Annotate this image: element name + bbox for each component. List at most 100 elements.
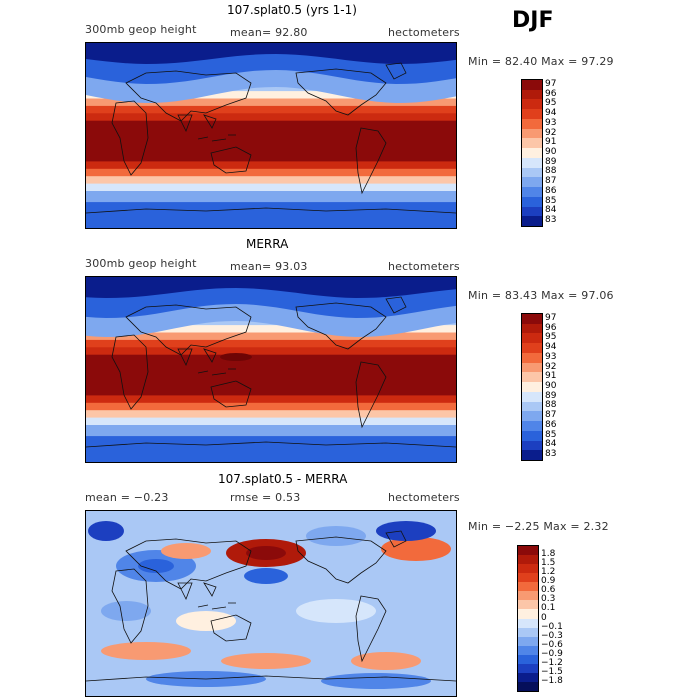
panel1-colorbar (521, 79, 543, 227)
colorbar-swatch (522, 411, 542, 422)
colorbar-tick-label: 87 (545, 176, 557, 187)
colorbar-swatch (518, 663, 538, 673)
colorbar-swatch (522, 352, 542, 363)
panel1-mean-label: mean= 92.80 (230, 26, 308, 39)
panel3-mean-label: mean = −0.23 (85, 491, 169, 504)
colorbar-tick-label: 96 (545, 88, 557, 99)
panel3-minmax-label: Min = −2.25 Max = 2.32 (468, 520, 609, 533)
panel1-map (85, 42, 457, 229)
colorbar-swatch (522, 343, 542, 353)
colorbar-swatch (518, 564, 538, 574)
colorbar-tick-label: 88 (545, 400, 557, 411)
colorbar-swatch (518, 681, 538, 691)
colorbar-swatch (522, 372, 542, 383)
colorbar-swatch (518, 654, 538, 664)
colorbar-tick-label: 1.5 (541, 558, 556, 569)
colorbar-swatch (522, 89, 542, 100)
colorbar-swatch (522, 323, 542, 334)
colorbar-tick-label: −1.8 (541, 675, 563, 686)
colorbar-swatch (522, 118, 542, 129)
colorbar-tick-label: 0.6 (541, 585, 556, 596)
field-plot (86, 277, 456, 462)
colorbar-swatch (522, 440, 542, 451)
colorbar-tick-label: 92 (545, 127, 557, 138)
colorbar-tick-label: 84 (545, 205, 557, 216)
panel2-colorbar (521, 313, 543, 461)
colorbar-swatch (518, 573, 538, 583)
coastlines (86, 530, 456, 682)
panel3-units-label: hectometers (388, 491, 460, 504)
panel2-mean-label: mean= 93.03 (230, 260, 308, 273)
colorbar-tick-label: 87 (545, 410, 557, 421)
colorbar-tick-label: 84 (545, 439, 557, 450)
colorbar-tick-label: 86 (545, 185, 557, 196)
colorbar-tick-label: 91 (545, 371, 557, 382)
colorbar-swatch (518, 672, 538, 682)
panel1-variable-label: 300mb geop height (85, 23, 197, 36)
colorbar-tick-label: 85 (545, 429, 557, 440)
colorbar-swatch (518, 582, 538, 592)
colorbar-swatch (518, 546, 538, 556)
colorbar-tick-label: 0 (541, 612, 547, 623)
colorbar-tick-label: 0.9 (541, 576, 556, 587)
colorbar-swatch (522, 314, 542, 324)
panel2-title: MERRA (246, 237, 289, 251)
colorbar-tick-label: 90 (545, 147, 557, 157)
colorbar-swatch (522, 138, 542, 149)
colorbar-tick-label: −0.6 (541, 639, 563, 650)
colorbar-swatch (522, 450, 542, 461)
panel3-map (85, 510, 457, 697)
colorbar-tick-label: 94 (545, 342, 557, 353)
colorbar-swatch (518, 555, 538, 565)
colorbar-tick-label: 90 (545, 381, 557, 391)
panel2-units-label: hectometers (388, 260, 460, 273)
colorbar-tick-label: −0.3 (541, 630, 563, 641)
difference-plot (86, 511, 456, 696)
colorbar-swatch (522, 99, 542, 110)
colorbar-swatch (518, 591, 538, 601)
colorbar-tick-label: 1.8 (541, 549, 556, 560)
coastlines (86, 62, 456, 214)
colorbar-swatch (518, 609, 538, 619)
colorbar-tick-label: −1.5 (541, 666, 563, 677)
colorbar-swatch (518, 645, 538, 655)
colorbar-tick-label: 83 (545, 215, 557, 226)
colorbar-tick-label: 0.3 (541, 594, 556, 605)
colorbar-tick-label: 93 (545, 117, 557, 128)
colorbar-tick-label: −0.1 (541, 621, 563, 632)
colorbar-tick-label: 88 (545, 166, 557, 177)
colorbar-swatch (522, 80, 542, 90)
colorbar-swatch (522, 401, 542, 412)
panel1-units-label: hectometers (388, 26, 460, 39)
colorbar-swatch (522, 196, 542, 207)
colorbar-swatch (522, 362, 542, 373)
colorbar-tick-label: 97 (545, 78, 557, 89)
colorbar-swatch (522, 333, 542, 344)
colorbar-tick-label: 97 (545, 312, 557, 323)
colorbar-swatch (522, 177, 542, 188)
colorbar-tick-label: 91 (545, 137, 557, 148)
colorbar-swatch (518, 600, 538, 610)
panel1-title: 107.splat0.5 (yrs 1-1) (227, 3, 357, 17)
colorbar-swatch (522, 391, 542, 402)
field-plot (86, 43, 456, 228)
colorbar-tick-label: 95 (545, 332, 557, 343)
colorbar-tick-label: 89 (545, 390, 557, 401)
colorbar-tick-label: 89 (545, 156, 557, 167)
colorbar-swatch (522, 148, 542, 158)
panel2-map (85, 276, 457, 463)
panel3-colorbar (517, 545, 539, 692)
colorbar-tick-label: 0.1 (541, 603, 556, 614)
panel1-minmax-label: Min = 82.40 Max = 97.29 (468, 55, 614, 68)
panel3-title: 107.splat0.5 - MERRA (218, 472, 348, 486)
colorbar-tick-label: −1.2 (541, 657, 563, 668)
colorbar-swatch (522, 382, 542, 392)
panel3-rmse-label: rmse = 0.53 (230, 491, 301, 504)
colorbar-swatch (522, 206, 542, 217)
colorbar-swatch (522, 109, 542, 119)
colorbar-swatch (518, 618, 538, 628)
colorbar-tick-label: 83 (545, 449, 557, 460)
colorbar-swatch (522, 157, 542, 168)
colorbar-swatch (522, 128, 542, 139)
colorbar-tick-label: 94 (545, 108, 557, 119)
